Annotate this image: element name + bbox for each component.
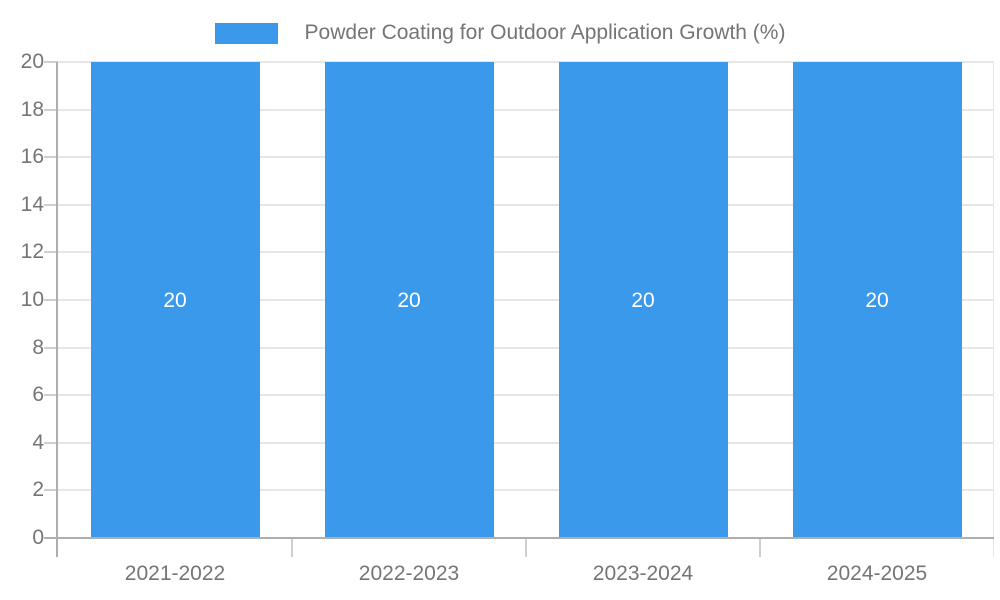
legend-swatch — [214, 22, 278, 44]
y-tick-label: 18 — [20, 97, 44, 121]
plot-area: 0 2 4 6 8 10 12 14 16 18 20 20 2021-2022 20 2022-2023 2… — [21, 50, 994, 585]
bar: 20 — [558, 62, 728, 538]
y-tick-label: 10 — [20, 288, 44, 311]
gridline — [58, 251, 994, 254]
y-axis-tick — [44, 346, 58, 349]
y-tick-label: 0 — [32, 526, 44, 549]
x-tick-label: 2021-2022 — [124, 562, 226, 585]
x-tick-label: 2022-2023 — [358, 562, 460, 585]
y-axis-tick — [44, 251, 58, 254]
bar: 20 — [90, 62, 260, 538]
gridline — [58, 346, 994, 349]
bar-value-label: 20 — [163, 288, 187, 312]
y-axis-tick — [44, 489, 58, 492]
y-axis-tick — [44, 156, 58, 159]
x-axis-line — [44, 537, 994, 539]
y-axis-tick — [44, 203, 58, 206]
gridline — [58, 441, 994, 444]
gridline — [58, 61, 994, 63]
y-tick-label: 12 — [20, 240, 44, 264]
bar-value-label: 20 — [397, 288, 421, 312]
bar-value-label: 20 — [631, 288, 655, 312]
y-tick-label: 2 — [32, 478, 44, 502]
bar: 20 — [792, 62, 962, 538]
legend: Powder Coating for Outdoor Application G… — [0, 19, 1000, 47]
y-tick-label: 14 — [20, 192, 44, 216]
x-axis-tick — [291, 538, 293, 557]
y-tick-label: 8 — [32, 335, 44, 359]
gridline — [58, 394, 994, 397]
x-axis-tick — [525, 538, 527, 557]
y-axis-tick — [44, 441, 58, 444]
legend-label: Powder Coating for Outdoor Application G… — [304, 21, 786, 44]
y-axis-tick — [44, 394, 58, 397]
y-axis-tick — [44, 299, 58, 301]
x-tick-label: 2024-2025 — [826, 562, 928, 585]
y-axis-line — [56, 62, 58, 557]
gridline — [58, 203, 994, 206]
y-axis-tick — [44, 108, 58, 111]
x-tick-label: 2023-2024 — [592, 562, 694, 585]
bar-value-label: 20 — [865, 288, 889, 312]
y-axis-tick — [44, 61, 58, 63]
gridline — [58, 299, 994, 301]
bar: 20 — [324, 62, 494, 538]
y-tick-label: 20 — [20, 50, 44, 73]
plot-right-border — [993, 62, 994, 557]
gridline — [58, 489, 994, 492]
gridline — [58, 108, 994, 111]
y-tick-label: 4 — [32, 430, 44, 454]
y-tick-label: 16 — [20, 145, 44, 169]
gridline — [58, 156, 994, 159]
x-axis-tick — [759, 538, 761, 557]
y-tick-label: 6 — [32, 383, 44, 407]
